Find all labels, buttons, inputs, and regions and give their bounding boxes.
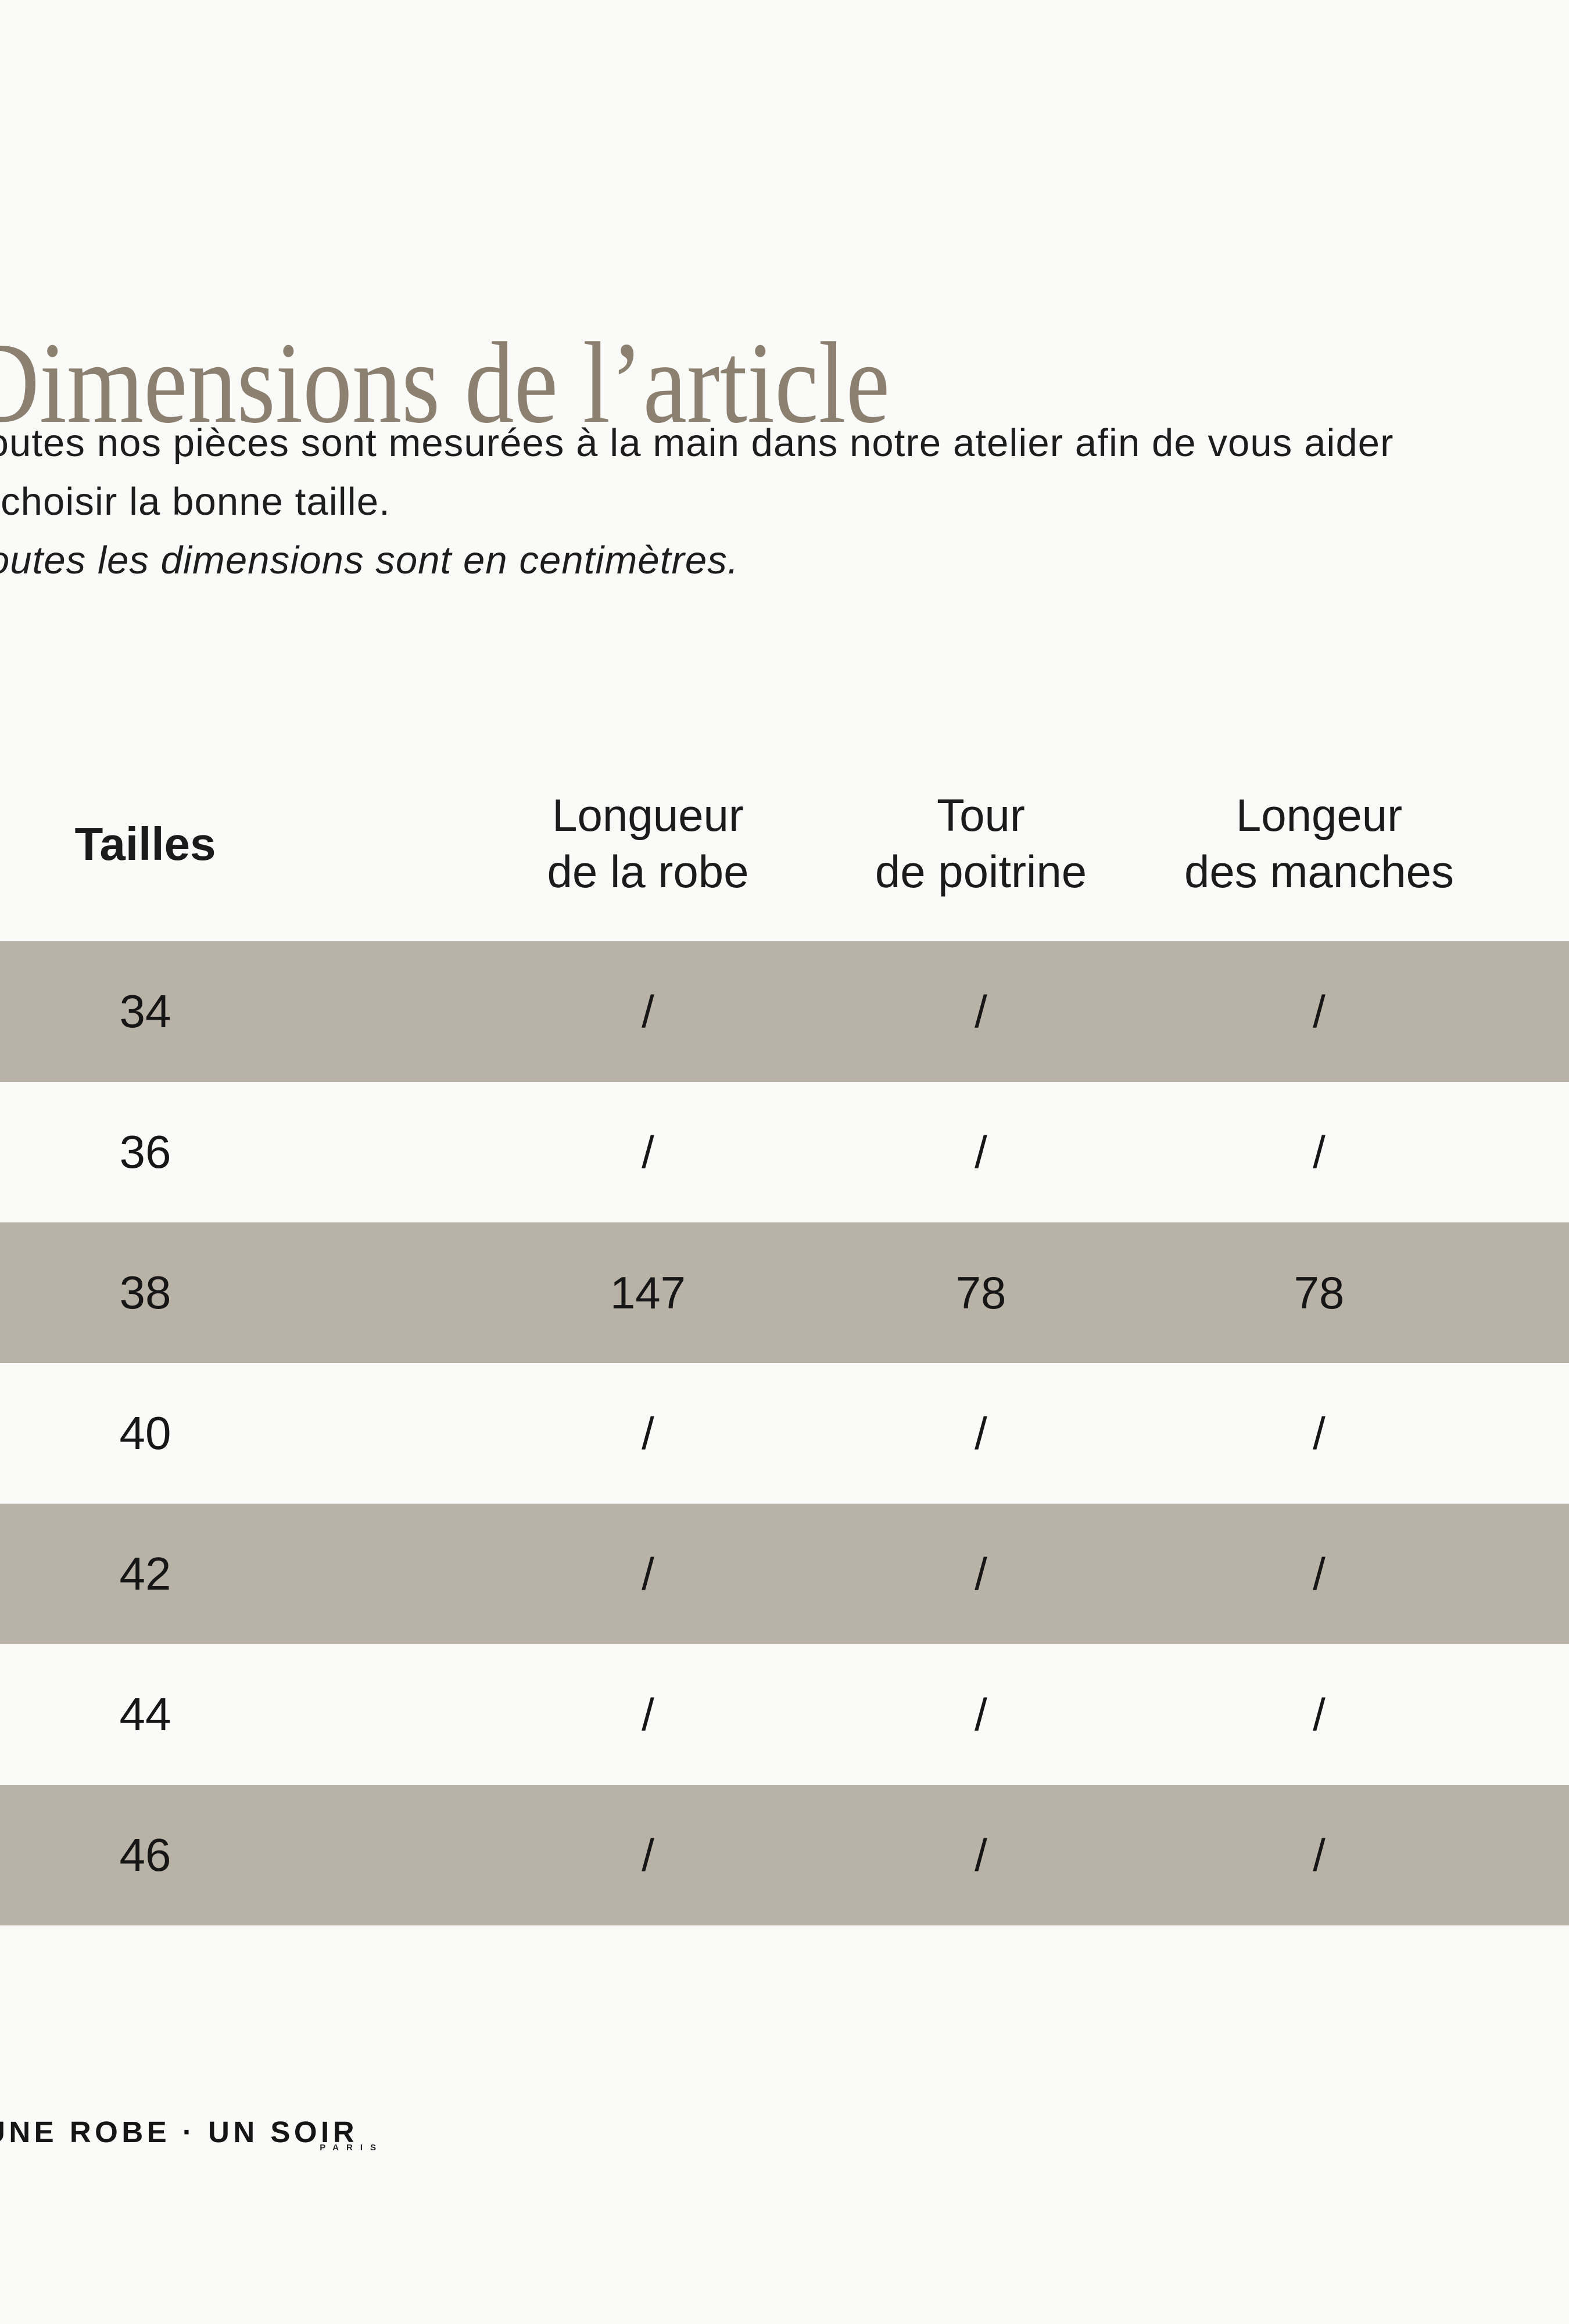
size-cell: 42	[119, 1548, 171, 1599]
value-cell: /	[975, 1126, 987, 1178]
size-cell: 36	[119, 1126, 171, 1178]
table-row-46: 46 / / /	[0, 1785, 1569, 1925]
table-row-36: 36 / / /	[0, 1082, 1569, 1222]
value-cell: 78	[1294, 1267, 1345, 1318]
column-header-label: de la robe	[547, 846, 749, 897]
intro-line-1: Toutes nos pièces sont mesurées à la mai…	[0, 421, 1394, 465]
column-header-tour-poitrine: Tour de poitrine	[778, 779, 1184, 909]
value-cell: 147	[610, 1267, 686, 1318]
table-row-40: 40 / / /	[0, 1363, 1569, 1504]
column-header-label: Longueur	[552, 790, 744, 841]
table-row-34: 34 / / /	[0, 941, 1569, 1082]
value-cell: /	[642, 1688, 654, 1740]
intro-paragraph: Toutes nos pièces sont mesurées à la mai…	[0, 414, 1394, 590]
column-header-longeur-manches: Longeur des manches	[1116, 779, 1523, 909]
page-title: Dimensions de l’article	[0, 319, 890, 447]
size-cell: 44	[119, 1688, 171, 1740]
table-row-44: 44 / / /	[0, 1644, 1569, 1785]
value-cell: /	[975, 1407, 987, 1459]
column-header-label: Longeur	[1235, 790, 1403, 841]
value-cell: /	[1313, 1829, 1326, 1881]
table-row-42: 42 / / /	[0, 1504, 1569, 1644]
column-header-label: Tailles	[74, 817, 216, 870]
size-cell: 34	[119, 985, 171, 1037]
size-cell: 46	[119, 1829, 171, 1881]
value-cell: /	[642, 1548, 654, 1599]
value-cell: /	[1313, 1126, 1326, 1178]
column-header-tailles: Tailles	[0, 779, 349, 909]
size-table-header: Tailles Longueur de la robe Tour de poit…	[0, 779, 1569, 909]
size-cell: 38	[119, 1267, 171, 1318]
value-cell: 78	[955, 1267, 1006, 1318]
value-cell: /	[975, 985, 987, 1037]
value-cell: /	[975, 1829, 987, 1881]
column-header-label: des manches	[1184, 846, 1454, 897]
value-cell: /	[975, 1548, 987, 1599]
value-cell: /	[1313, 1407, 1326, 1459]
value-cell: /	[642, 985, 654, 1037]
value-cell: /	[1313, 1548, 1326, 1599]
value-cell: /	[1313, 1688, 1326, 1740]
size-cell: 40	[119, 1407, 171, 1459]
value-cell: /	[642, 1829, 654, 1881]
column-header-label: Tour	[937, 790, 1025, 841]
intro-note: Toutes les dimensions sont en centimètre…	[0, 539, 739, 582]
value-cell: /	[1313, 985, 1326, 1037]
table-row-38: 38 147 78 78	[0, 1222, 1569, 1363]
column-header-longueur-robe: Longueur de la robe	[445, 779, 851, 909]
brand-logo: UNE ROBE · UN SOIR	[0, 2115, 359, 2149]
size-table-body: 34 / / / 36 / / / 38 147 78 78 40 / / / …	[0, 941, 1569, 1925]
value-cell: /	[975, 1688, 987, 1740]
value-cell: /	[642, 1407, 654, 1459]
column-header-label: de poitrine	[875, 846, 1087, 897]
intro-line-2: à choisir la bonne taille.	[0, 480, 391, 523]
brand-logo-city: PARIS	[320, 2143, 384, 2153]
value-cell: /	[642, 1126, 654, 1178]
